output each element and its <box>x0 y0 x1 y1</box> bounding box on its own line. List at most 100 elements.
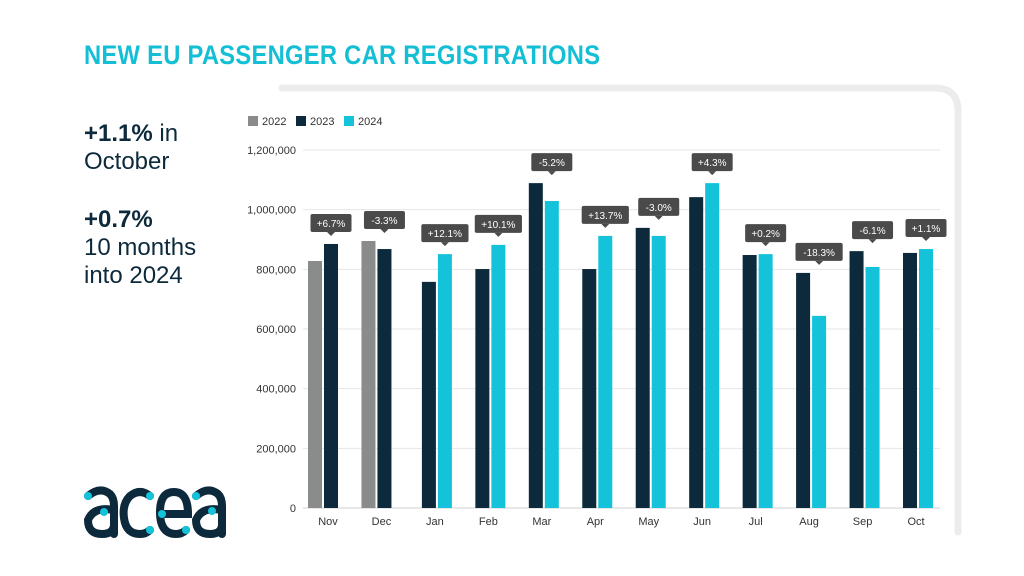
annotations: +6.7% -3.3% +12.1% +10.1% -5.2% +13.7% -3.0% +4… <box>310 153 947 265</box>
change-label-box <box>852 221 894 240</box>
kpi-ytd-label1: 10 months <box>84 234 197 261</box>
change-label-box <box>421 224 469 243</box>
y-tick-label: 800,000 <box>256 264 296 276</box>
change-label-box <box>310 213 352 232</box>
x-axis-labels: Nov Dec Jan Feb Mar Apr May Jun Jul Aug Sep Oct <box>318 516 924 528</box>
x-tick-label: May <box>638 516 659 528</box>
change-label: +10.1% <box>481 220 515 231</box>
change-label: -6.1% <box>859 226 885 237</box>
change-label-box <box>905 219 947 238</box>
kpi-october-suffix: in <box>152 120 179 147</box>
change-label-box <box>581 205 629 224</box>
change-label-box <box>363 210 405 229</box>
change-label: -3.0% <box>646 203 672 214</box>
x-tick-label: Jul <box>749 516 763 528</box>
change-label-box <box>638 197 680 216</box>
change-label-box <box>691 153 733 172</box>
bar-aug-2024 <box>812 315 827 508</box>
change-label: +12.1% <box>428 229 462 240</box>
bar-sep-2023 <box>849 251 864 508</box>
bar-dec-2023 <box>377 249 392 508</box>
change-label: -5.2% <box>539 158 565 169</box>
bar-jan-2023 <box>421 281 436 508</box>
legend-label-2024: 2024 <box>358 116 382 128</box>
legend-label-2023: 2023 <box>310 116 334 128</box>
kpi-ytd-label2: into 2024 <box>84 262 183 289</box>
change-label-box <box>795 242 843 261</box>
bar-may-2024 <box>651 235 666 509</box>
bar-nov-2022 <box>308 260 322 508</box>
acea-logo-mark <box>83 486 226 539</box>
change-label-box <box>474 214 522 233</box>
bar-jul-2024 <box>758 254 773 508</box>
bar-sep-2024 <box>865 266 880 508</box>
acea-logo <box>80 478 230 550</box>
bar-may-2023 <box>635 227 650 509</box>
bar-mar-2024 <box>544 201 559 508</box>
y-tick-label: 600,000 <box>256 324 296 336</box>
change-label: +4.3% <box>698 158 727 169</box>
change-label-pointer <box>380 228 389 233</box>
x-tick-label: Mar <box>532 516 551 528</box>
change-label: +13.7% <box>588 211 622 222</box>
kpi-ytd-value: +0.7% <box>84 206 153 233</box>
bar-oct-2023 <box>903 252 917 508</box>
x-tick-label: Sep <box>853 516 873 528</box>
change-label-pointer <box>601 223 610 228</box>
change-label-pointer <box>494 232 503 237</box>
legend-swatch-2023 <box>296 116 306 126</box>
kpi-ytd: +0.7% 10 months into 2024 <box>84 206 196 290</box>
bar-apr-2024 <box>598 235 613 509</box>
panel-frame <box>278 84 962 536</box>
bar-apr-2023 <box>582 269 597 508</box>
change-label-pointer <box>547 171 556 176</box>
bar-dec-2022 <box>361 240 376 508</box>
legend-swatch-2024 <box>344 116 354 126</box>
change-label: +6.7% <box>317 219 346 230</box>
x-tick-label: Apr <box>587 516 604 528</box>
y-tick-label: 0 <box>290 503 296 515</box>
x-tick-label: Jan <box>426 516 444 528</box>
x-tick-label: Dec <box>372 516 392 528</box>
bar-jun-2024 <box>705 183 720 509</box>
x-tick-label: Aug <box>799 516 819 528</box>
change-label: -3.3% <box>371 216 397 227</box>
page-title: NEW EU PASSENGER CAR REGISTRATIONS <box>84 40 601 70</box>
x-tick-label: Jun <box>693 516 711 528</box>
legend-label-2022: 2022 <box>262 116 286 128</box>
change-label-pointer <box>922 237 930 242</box>
bar-mar-2023 <box>528 183 543 509</box>
bar-jun-2023 <box>689 197 704 509</box>
bar-oct-2024 <box>919 249 933 508</box>
bar-nov-2023 <box>324 243 338 508</box>
change-label-pointer <box>761 242 770 247</box>
change-label: +0.2% <box>751 229 780 240</box>
bar-jan-2024 <box>437 254 452 508</box>
change-label: +1.1% <box>912 224 941 235</box>
change-label: -18.3% <box>803 248 835 259</box>
y-tick-label: 1,200,000 <box>247 145 296 157</box>
kpi-october-value: +1.1% <box>84 120 153 147</box>
change-label-box <box>745 224 787 243</box>
kpi-october-label: October <box>84 148 170 175</box>
y-tick-label: 1,000,000 <box>247 205 296 217</box>
kpi-october: +1.1% in October <box>84 120 178 176</box>
change-label-pointer <box>440 242 449 247</box>
change-label-box <box>531 153 573 172</box>
change-label-pointer <box>815 260 824 265</box>
bar-jul-2023 <box>742 255 757 508</box>
change-label-pointer <box>868 239 877 244</box>
x-tick-label: Oct <box>907 516 924 528</box>
y-tick-label: 200,000 <box>256 443 296 455</box>
change-label-pointer <box>654 215 663 220</box>
bar-aug-2023 <box>796 272 811 508</box>
gridlines: 0 200,000 400,000 600,000 800,000 1,000,000 1,… <box>247 145 940 515</box>
change-label-pointer <box>327 231 335 236</box>
change-label-pointer <box>708 171 717 176</box>
x-tick-label: Feb <box>479 516 498 528</box>
legend: 2022 2023 2024 <box>248 116 382 128</box>
bar-feb-2023 <box>475 269 490 508</box>
legend-swatch-2022 <box>248 116 258 126</box>
